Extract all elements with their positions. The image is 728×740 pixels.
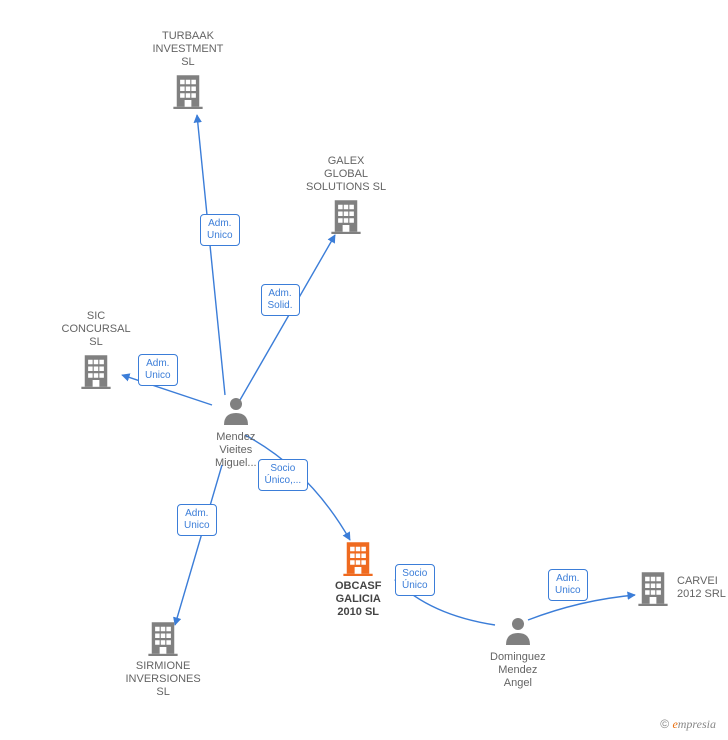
node-sirmione: SIRMIONE INVERSIONES SL — [126, 620, 201, 699]
edge-mendez-galex — [240, 235, 335, 400]
copyright-symbol: © — [660, 717, 669, 731]
building-icon — [340, 540, 376, 576]
building-icon — [78, 353, 114, 389]
node-label: Dominguez Mendez Angel — [490, 651, 546, 690]
edge-mendez-turbaak — [197, 115, 225, 395]
edge-label: Socio Único — [395, 564, 435, 596]
node-label: GALEX GLOBAL SOLUTIONS SL — [306, 155, 386, 194]
edge-label: Adm. Unico — [177, 504, 217, 536]
edge-label: Socio Único,... — [258, 459, 309, 491]
node-dominguez: Dominguez Mendez Angel — [490, 615, 546, 690]
person-icon — [220, 395, 252, 427]
edge-label: Adm. Solid. — [261, 284, 300, 316]
building-icon — [145, 620, 181, 656]
copyright: © empresia — [660, 717, 716, 732]
node-obcasf: OBCASF GALICIA 2010 SL — [335, 540, 381, 619]
node-sic: SIC CONCURSAL SL — [62, 310, 131, 389]
node-mendez: Mendez Vieites Miguel... — [215, 395, 257, 470]
node-label: CARVEI 2012 SRL — [677, 575, 726, 601]
node-label: SIRMIONE INVERSIONES SL — [126, 660, 201, 699]
edge-label: Adm. Unico — [548, 569, 588, 601]
building-icon — [635, 570, 671, 606]
node-turbaak: TURBAAK INVESTMENT SL — [153, 30, 224, 109]
building-icon — [328, 198, 364, 234]
edge-mendez-sirmione — [175, 465, 222, 625]
node-label: Mendez Vieites Miguel... — [215, 431, 257, 470]
edge-label: Adm. Unico — [200, 214, 240, 246]
node-label: TURBAAK INVESTMENT SL — [153, 30, 224, 69]
person-icon — [502, 615, 534, 647]
building-icon — [170, 73, 206, 109]
brand-rest: mpresia — [678, 717, 716, 731]
node-carvei: CARVEI 2012 SRL — [635, 570, 726, 606]
node-galex: GALEX GLOBAL SOLUTIONS SL — [306, 155, 386, 234]
node-label: OBCASF GALICIA 2010 SL — [335, 580, 381, 619]
edge-label: Adm. Unico — [138, 354, 178, 386]
node-label: SIC CONCURSAL SL — [62, 310, 131, 349]
